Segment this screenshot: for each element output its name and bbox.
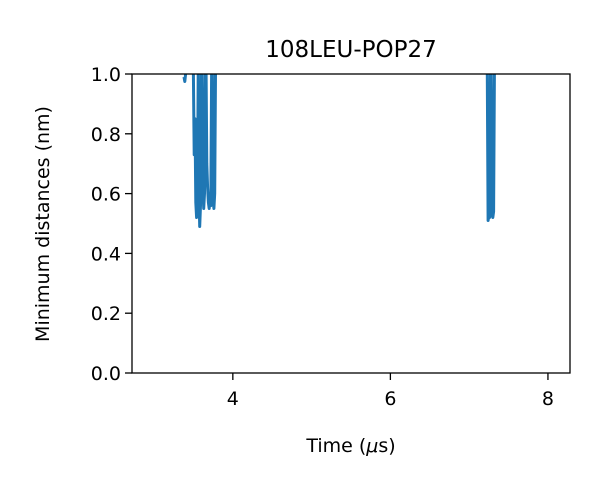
y-tick-label: 0.2 (91, 303, 121, 325)
x-tick-label: 4 (227, 388, 239, 410)
series-layer (182, 74, 496, 228)
x-axis-title-mu: μ (365, 435, 378, 457)
y-tick-label: 0.8 (91, 124, 121, 146)
y-tick-label: 0.6 (91, 184, 121, 206)
chart-title: 108LEU-POP27 (265, 37, 437, 63)
x-axis: 4 6 8 (227, 373, 554, 410)
y-tick-label: 0.4 (91, 243, 121, 265)
plot-area (131, 73, 571, 374)
x-axis-title-suffix: s) (378, 435, 395, 457)
series-line-segment (182, 74, 188, 83)
series-line-segment (191, 74, 217, 228)
plot-frame (131, 73, 571, 374)
y-axis: 0.0 0.2 0.4 0.6 0.8 1.0 (91, 64, 132, 385)
y-axis-title: Minimum distances (nm) (32, 106, 54, 342)
x-axis-title: Time (μs) (305, 435, 395, 457)
x-tick-label: 6 (384, 388, 396, 410)
x-tick-label: 8 (542, 388, 554, 410)
x-axis-title-prefix: Time ( (305, 435, 366, 457)
y-tick-label: 0.0 (91, 363, 121, 385)
series-line-segment (485, 74, 496, 222)
y-tick-label: 1.0 (91, 64, 121, 86)
